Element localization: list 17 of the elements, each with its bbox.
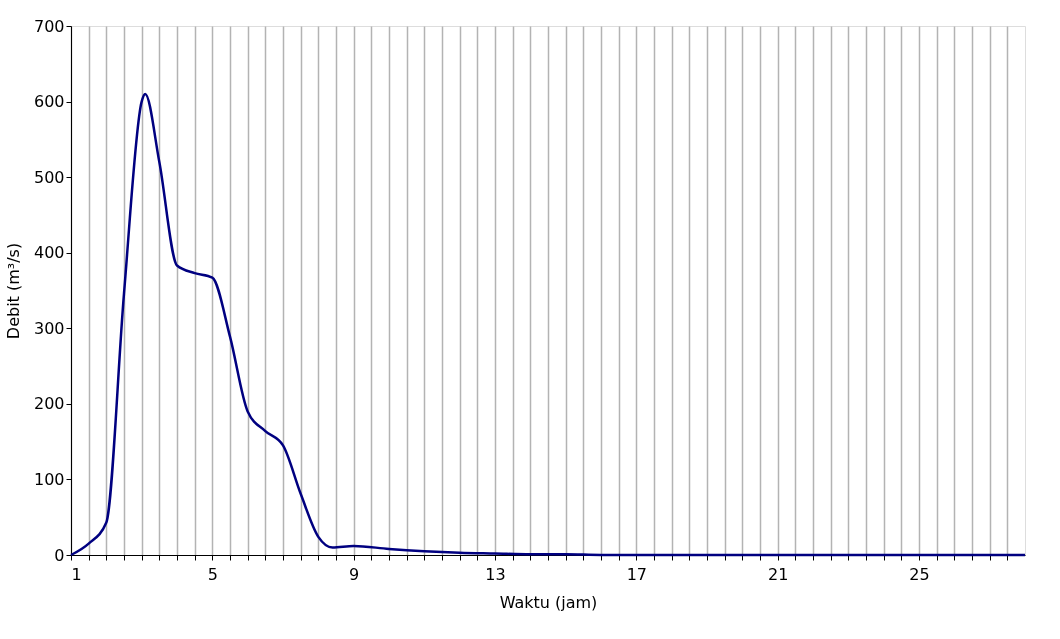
x-axis-title: Waktu (jam): [499, 592, 598, 612]
y-tick-label: 200: [33, 394, 65, 414]
y-tick-label: 400: [33, 243, 65, 263]
x-tick-label: 1: [71, 564, 82, 584]
x-tick-label: 9: [349, 564, 360, 584]
x-tick-label: 21: [767, 564, 789, 584]
x-tick-label: 5: [207, 564, 218, 584]
y-tick-label: 500: [33, 167, 65, 187]
y-tick-label: 300: [33, 318, 65, 338]
y-tick-label: 0: [54, 545, 65, 565]
x-tick-label: 25: [909, 564, 930, 584]
y-axis-title: Debit (m³/s): [3, 242, 23, 340]
y-tick-label: 700: [33, 16, 65, 36]
x-tick-label: 17: [626, 564, 648, 584]
x-tick-label: 13: [485, 564, 506, 584]
y-tick-label: 100: [33, 469, 65, 489]
y-tick-label: 600: [33, 92, 65, 112]
